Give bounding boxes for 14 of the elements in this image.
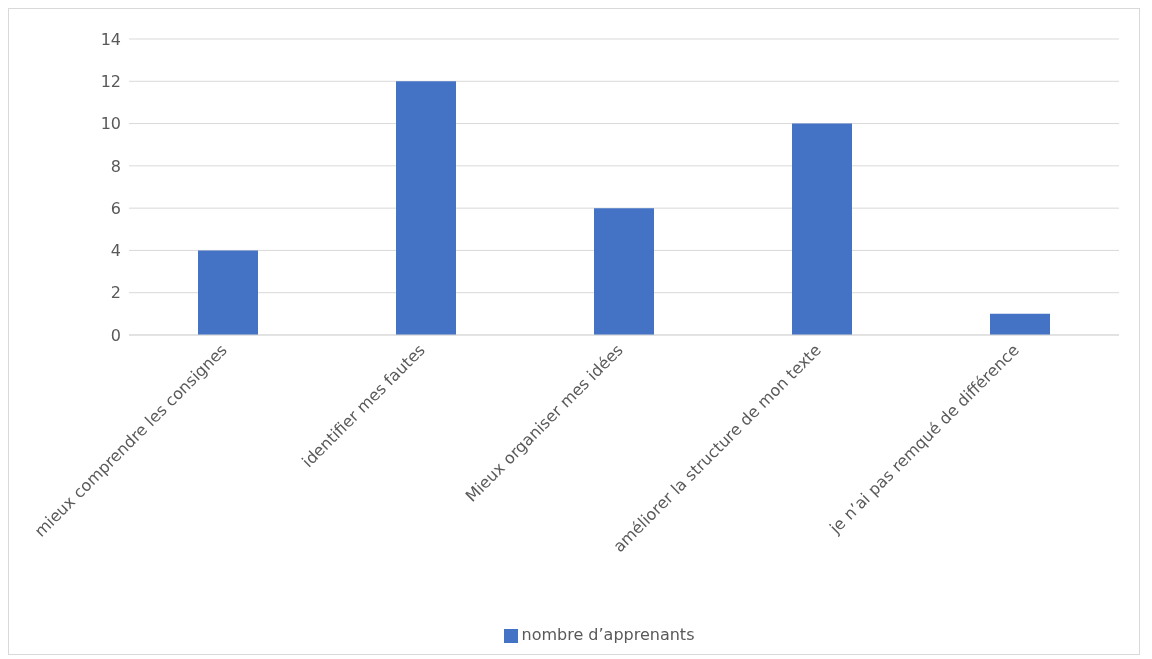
y-tick-label: 10 (100, 114, 121, 134)
y-tick-label: 8 (110, 156, 121, 176)
y-tick-label: 0 (110, 325, 121, 345)
bar (792, 123, 852, 335)
y-tick-label: 12 (100, 71, 121, 91)
y-tick-label: 4 (110, 241, 121, 261)
bar (198, 250, 258, 335)
y-tick-label: 6 (110, 198, 121, 218)
legend-label: nombre d’apprenants (521, 625, 695, 644)
bar (396, 81, 456, 335)
bar (594, 208, 654, 335)
y-tick-label: 2 (110, 283, 121, 303)
bar (990, 313, 1050, 335)
y-tick-label: 14 (100, 29, 121, 49)
